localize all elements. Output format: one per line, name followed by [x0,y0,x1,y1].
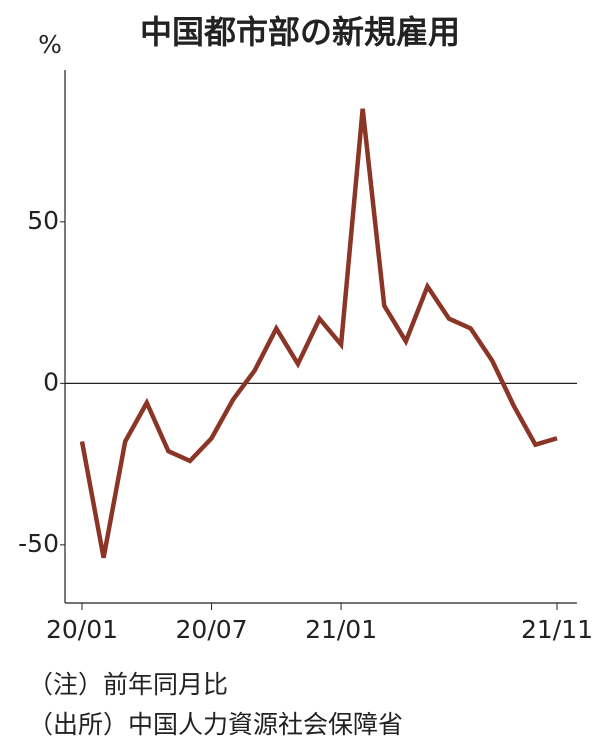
chart-title: 中国都市部の新規雇用 [140,13,460,51]
x-tick-label: 21/01 [305,615,377,644]
data-line [79,108,558,559]
note: （出所）中国人力資源社会保障省 [28,710,403,739]
x-tick-label: 20/07 [176,615,248,644]
x-tick-label: 20/01 [46,615,118,644]
note: （注）前年同月比 [28,670,228,699]
y-unit: % [38,30,62,59]
y-tick-label: -50 [18,529,59,558]
y-tick-label: 0 [43,367,59,396]
x-tick-label: 21/11 [521,615,593,644]
y-tick-label: 50 [27,206,59,235]
